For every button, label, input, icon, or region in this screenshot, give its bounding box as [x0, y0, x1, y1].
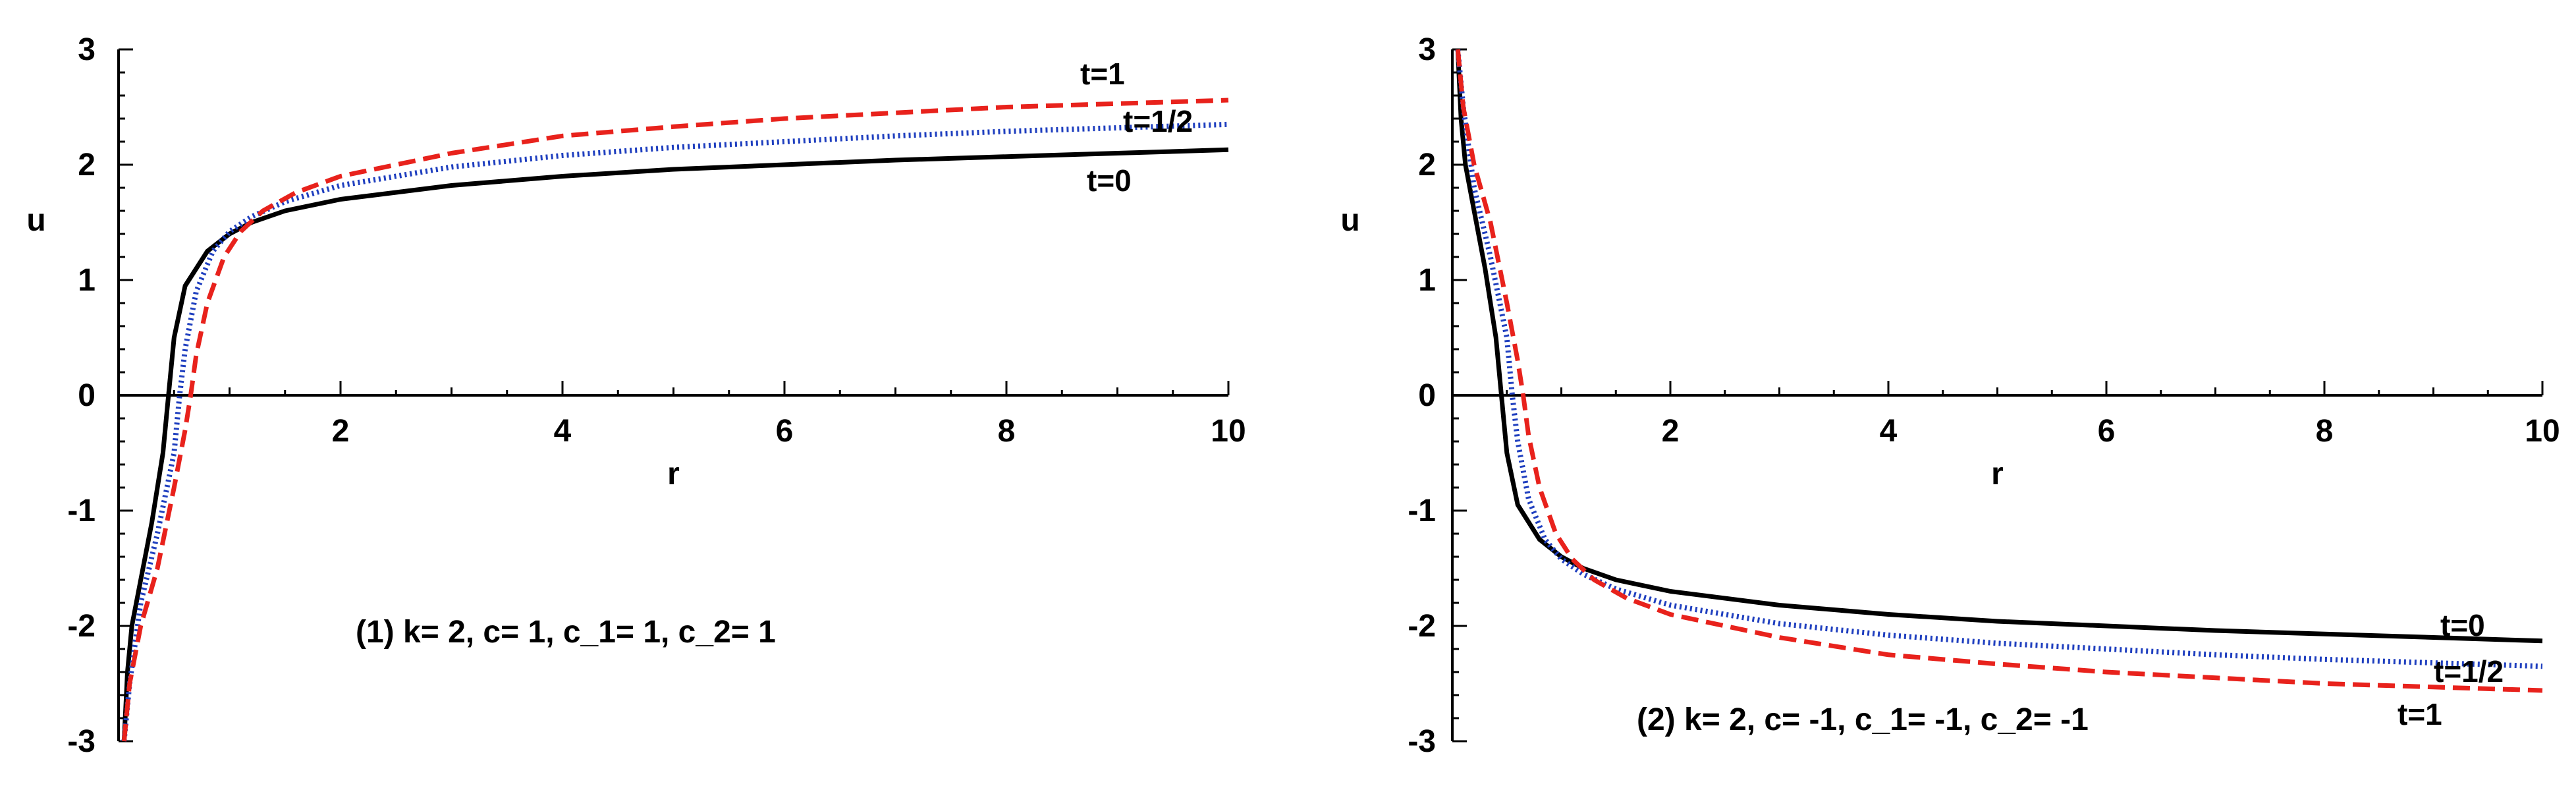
series-line-t-1 — [1455, 49, 2543, 693]
y-tick-label: 0 — [78, 378, 96, 413]
x-tick-label: 4 — [1880, 414, 1898, 449]
x-tick-label: 6 — [2098, 414, 2116, 449]
series-line-t-1 — [121, 98, 1229, 742]
y-tick-label: 1 — [1418, 263, 1436, 298]
x-tick-label: 4 — [554, 414, 572, 449]
parameter-annotation: (1) k= 2, c= 1, c_1= 1, c_2= 1 — [356, 615, 776, 650]
y-tick-label: -3 — [67, 724, 96, 759]
curve-label: t=0 — [1087, 163, 1132, 198]
y-tick-label: 2 — [78, 148, 96, 183]
y-tick-label: -2 — [1408, 609, 1436, 644]
curve-label: t=1/2 — [2434, 654, 2504, 689]
series-line-t-0 — [121, 147, 1229, 742]
series-line-t-1-2 — [121, 121, 1229, 742]
curve-label: t=1 — [1080, 57, 1125, 91]
y-tick-label: -1 — [67, 493, 96, 528]
x-tick-label: 10 — [2525, 414, 2560, 449]
y-axis-label: u — [26, 203, 45, 238]
x-tick-label: 6 — [776, 414, 794, 449]
y-tick-label: 2 — [1418, 148, 1436, 183]
curve-label: t=1/2 — [1123, 104, 1193, 138]
y-tick-label: 3 — [1418, 32, 1436, 67]
y-tick-label: 0 — [1418, 378, 1436, 413]
x-axis-label: r — [1991, 457, 2004, 492]
y-tick-label: -2 — [67, 609, 96, 644]
x-axis-label: r — [667, 457, 680, 492]
series-line-t-1-2 — [1455, 49, 2543, 669]
x-tick-label: 8 — [2316, 414, 2334, 449]
x-tick-label: 2 — [332, 414, 350, 449]
curve-label: t=0 — [2440, 608, 2485, 642]
series-line-t-0 — [1455, 49, 2543, 644]
parameter-annotation: (2) k= 2, c= -1, c_1= -1, c_2= -1 — [1637, 702, 2089, 737]
x-tick-label: 10 — [1211, 414, 1246, 449]
y-tick-label: -3 — [1408, 724, 1436, 759]
y-tick-label: 3 — [78, 32, 96, 67]
y-tick-label: 1 — [78, 263, 96, 298]
y-tick-label: -1 — [1408, 493, 1436, 528]
x-tick-label: 2 — [1662, 414, 1680, 449]
y-axis-label: u — [1340, 203, 1359, 238]
curve-label: t=1 — [2398, 697, 2442, 731]
x-tick-label: 8 — [998, 414, 1016, 449]
